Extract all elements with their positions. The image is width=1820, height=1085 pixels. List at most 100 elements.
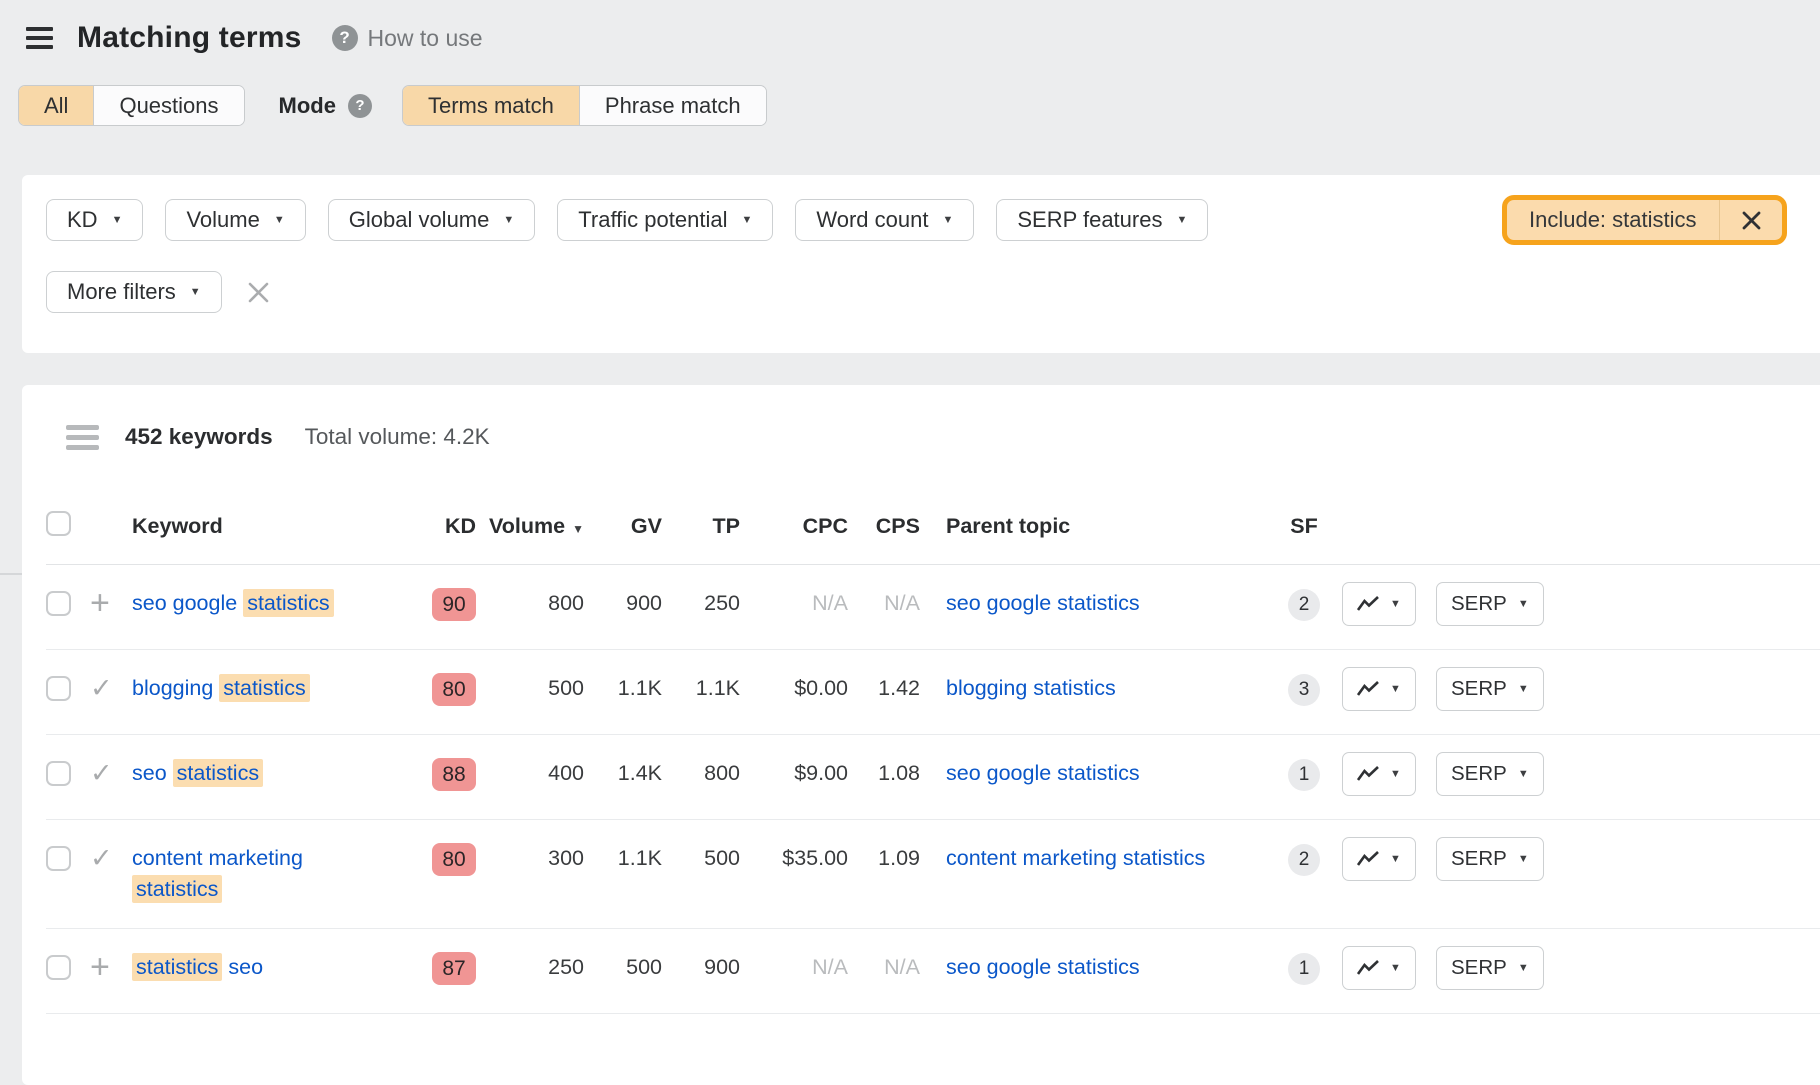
chevron-down-icon: ▼ bbox=[741, 213, 753, 226]
serp-button[interactable]: SERP ▼ bbox=[1436, 837, 1544, 881]
trend-chart-button[interactable]: ▼ bbox=[1342, 667, 1416, 711]
results-summary: 452 keywords Total volume: 4.2K bbox=[22, 385, 1820, 489]
column-header-keyword[interactable]: Keyword bbox=[132, 514, 223, 538]
trend-chart-button[interactable]: ▼ bbox=[1342, 752, 1416, 796]
volume-value: 250 bbox=[548, 955, 584, 979]
menu-icon[interactable] bbox=[26, 27, 53, 49]
column-header-tp[interactable]: TP bbox=[712, 514, 740, 538]
keywords-count: 452 keywords bbox=[125, 424, 273, 449]
row-checkbox[interactable] bbox=[46, 846, 71, 871]
tab-phrase-match[interactable]: Phrase match bbox=[578, 86, 766, 125]
check-icon[interactable] bbox=[90, 843, 113, 876]
chip-divider bbox=[1718, 200, 1720, 240]
sf-badge: 1 bbox=[1288, 758, 1320, 791]
parent-topic-link[interactable]: seo google statistics bbox=[946, 591, 1140, 615]
highlighted-term: statistics bbox=[132, 875, 223, 903]
table-row: content marketing statistics 80 300 1.1K… bbox=[46, 820, 1820, 929]
gv-value: 900 bbox=[626, 591, 662, 615]
serp-button[interactable]: SERP ▼ bbox=[1436, 667, 1544, 711]
chip-close-icon[interactable] bbox=[1720, 200, 1782, 240]
filter-word-count-button[interactable]: Word count ▼ bbox=[795, 199, 975, 241]
trend-chart-button[interactable]: ▼ bbox=[1342, 946, 1416, 990]
row-checkbox[interactable] bbox=[46, 761, 71, 786]
filter-kd-button[interactable]: KD ▼ bbox=[46, 199, 144, 241]
tp-value: 1.1K bbox=[695, 676, 740, 700]
table-header-row: Keyword KD Volume ▼ GV TP CPC CPS Parent … bbox=[46, 489, 1820, 565]
sf-badge: 3 bbox=[1288, 673, 1320, 706]
chevron-down-icon: ▼ bbox=[1517, 852, 1529, 865]
tab-questions[interactable]: Questions bbox=[93, 86, 244, 125]
keyword-link[interactable]: blogging statistics bbox=[132, 674, 310, 702]
row-checkbox[interactable] bbox=[46, 676, 71, 701]
filter-serp-features-button[interactable]: SERP features ▼ bbox=[996, 199, 1209, 241]
tab-all[interactable]: All bbox=[19, 86, 94, 125]
report-header: Matching terms ? How to use bbox=[26, 18, 483, 58]
tp-value: 800 bbox=[704, 761, 740, 785]
clear-filters-icon[interactable] bbox=[246, 280, 271, 305]
more-filters-row: More filters ▼ bbox=[46, 271, 1820, 313]
chevron-down-icon: ▼ bbox=[503, 213, 515, 226]
include-chip-label: Include: statistics bbox=[1528, 207, 1697, 232]
parent-topic-link[interactable]: seo google statistics bbox=[946, 761, 1140, 785]
check-icon[interactable] bbox=[90, 758, 113, 791]
how-to-use-link[interactable]: ? How to use bbox=[331, 24, 483, 52]
serp-button[interactable]: SERP ▼ bbox=[1436, 752, 1544, 796]
filter-traffic-potential-button[interactable]: Traffic potential ▼ bbox=[557, 199, 774, 241]
kd-badge: 90 bbox=[432, 588, 476, 621]
volume-header-label: Volume bbox=[489, 514, 566, 538]
parent-topic-link[interactable]: content marketing statistics bbox=[946, 846, 1206, 870]
tp-value: 500 bbox=[704, 846, 740, 870]
trend-line-icon bbox=[1357, 596, 1379, 611]
check-icon[interactable] bbox=[90, 673, 113, 706]
row-checkbox[interactable] bbox=[46, 591, 71, 616]
plus-icon[interactable] bbox=[90, 588, 110, 623]
results-panel: 452 keywords Total volume: 4.2K Keyword … bbox=[22, 385, 1820, 1085]
chevron-down-icon: ▼ bbox=[1390, 682, 1401, 695]
row-checkbox[interactable] bbox=[46, 955, 71, 980]
filter-volume-button[interactable]: Volume ▼ bbox=[165, 199, 306, 241]
column-header-cpc[interactable]: CPC bbox=[802, 514, 848, 538]
column-header-volume[interactable]: Volume ▼ bbox=[476, 514, 584, 539]
column-header-parent-topic[interactable]: Parent topic bbox=[946, 514, 1071, 538]
chevron-down-icon: ▼ bbox=[1517, 597, 1529, 610]
how-to-use-label: How to use bbox=[367, 24, 483, 51]
column-header-cps[interactable]: CPS bbox=[875, 514, 920, 538]
keyword-link[interactable]: statistics seo bbox=[132, 953, 263, 981]
select-all-checkbox[interactable] bbox=[46, 511, 71, 536]
chevron-down-icon: ▼ bbox=[1176, 213, 1188, 226]
kd-badge: 88 bbox=[432, 758, 476, 791]
cpc-value: N/A bbox=[812, 955, 848, 979]
filter-word-count-label: Word count bbox=[816, 207, 929, 232]
filter-serp-features-label: SERP features bbox=[1017, 207, 1163, 232]
parent-topic-link[interactable]: seo google statistics bbox=[946, 955, 1140, 979]
tp-value: 900 bbox=[704, 955, 740, 979]
serp-button[interactable]: SERP ▼ bbox=[1436, 582, 1544, 626]
keyword-link[interactable]: seo google statistics bbox=[132, 589, 334, 617]
volume-value: 800 bbox=[548, 591, 584, 615]
keyword-link[interactable]: content marketing statistics bbox=[132, 846, 303, 903]
keyword-link[interactable]: seo statistics bbox=[132, 759, 264, 787]
cpc-value: $35.00 bbox=[782, 846, 848, 870]
column-header-gv[interactable]: GV bbox=[630, 514, 662, 538]
trend-line-icon bbox=[1357, 681, 1379, 696]
chevron-down-icon: ▼ bbox=[1517, 961, 1529, 974]
parent-topic-link[interactable]: blogging statistics bbox=[946, 676, 1116, 700]
serp-button[interactable]: SERP ▼ bbox=[1436, 946, 1544, 990]
chevron-down-icon: ▼ bbox=[189, 285, 201, 298]
gv-value: 1.1K bbox=[617, 846, 662, 870]
trend-chart-button[interactable]: ▼ bbox=[1342, 837, 1416, 881]
cps-value: 1.09 bbox=[878, 846, 920, 870]
list-icon[interactable] bbox=[66, 424, 99, 450]
filter-global-volume-label: Global volume bbox=[348, 207, 490, 232]
include-statistics-chip[interactable]: Include: statistics bbox=[1501, 195, 1787, 245]
column-header-kd[interactable]: KD bbox=[444, 514, 476, 538]
mode-help-icon[interactable]: ? bbox=[347, 93, 372, 118]
filters-row: KD ▼ Volume ▼ Global volume ▼ Traffic po… bbox=[46, 195, 1820, 245]
filter-global-volume-button[interactable]: Global volume ▼ bbox=[327, 199, 536, 241]
more-filters-button[interactable]: More filters ▼ bbox=[46, 271, 222, 313]
volume-value: 500 bbox=[548, 676, 584, 700]
kd-badge: 87 bbox=[432, 952, 476, 985]
column-header-sf[interactable]: SF bbox=[1290, 514, 1318, 538]
tab-terms-match[interactable]: Terms match bbox=[402, 86, 579, 125]
trend-chart-button[interactable]: ▼ bbox=[1342, 582, 1416, 626]
